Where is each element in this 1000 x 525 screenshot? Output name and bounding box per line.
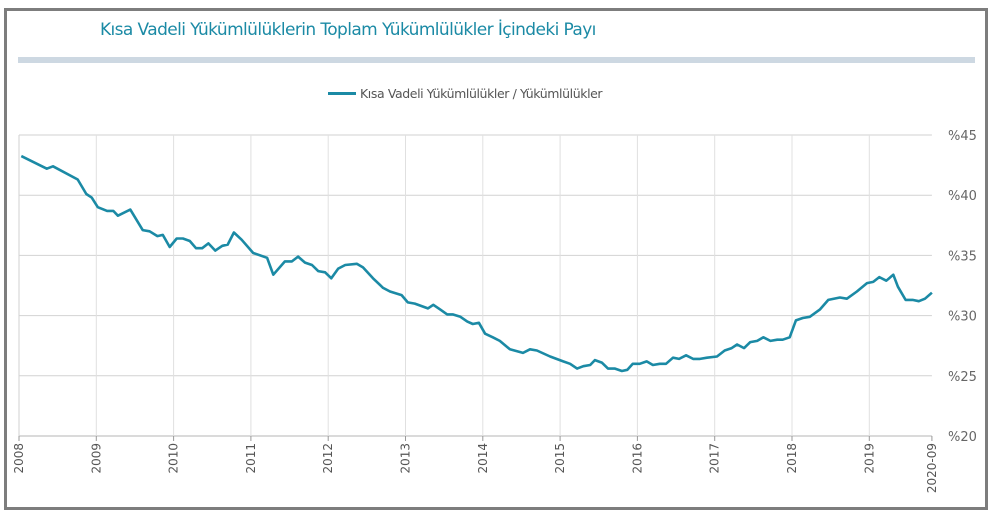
chart-frame <box>4 8 988 510</box>
x-tick-label: 2017 <box>708 443 722 474</box>
legend[interactable]: Kısa Vadeli Yükümlülükler / Yükümlülükle… <box>328 86 603 101</box>
x-tick-label: 2016 <box>630 443 644 474</box>
y-tick-label: %25 <box>948 370 977 385</box>
axes: %45 %40 %35 %30 %25 %20 2008 2009 2010 2011 2012 20… <box>12 129 977 493</box>
x-tick-label: 2015 <box>553 443 567 474</box>
y-tick-label: %30 <box>948 310 977 325</box>
series-line <box>20 154 933 373</box>
y-tick-label: %20 <box>948 430 977 445</box>
x-tick-label: 2014 <box>476 443 490 474</box>
chart-title: Kısa Vadeli Yükümlülüklerin Toplam Yüküm… <box>100 20 596 40</box>
x-tick-label: 2018 <box>785 443 799 474</box>
x-tick-label: 2011 <box>244 443 258 474</box>
legend-swatch <box>328 92 356 95</box>
x-tick-label: 2008 <box>12 443 26 474</box>
legend-label: Kısa Vadeli Yükümlülükler / Yükümlülükle… <box>360 86 603 101</box>
series <box>20 154 933 373</box>
y-tick-label: %40 <box>948 189 977 204</box>
x-tick-label: 2010 <box>167 443 181 474</box>
x-tick-label: 2009 <box>89 443 103 474</box>
x-tick-label: 2019 <box>862 443 876 474</box>
x-tick-label: 2012 <box>321 443 335 474</box>
grid <box>18 134 932 437</box>
title-divider <box>18 57 975 63</box>
x-tick-label: 2020-09 <box>925 443 939 493</box>
y-tick-label: %35 <box>948 249 977 264</box>
y-tick-label: %45 <box>948 129 977 144</box>
x-tick-label: 2013 <box>399 443 413 474</box>
